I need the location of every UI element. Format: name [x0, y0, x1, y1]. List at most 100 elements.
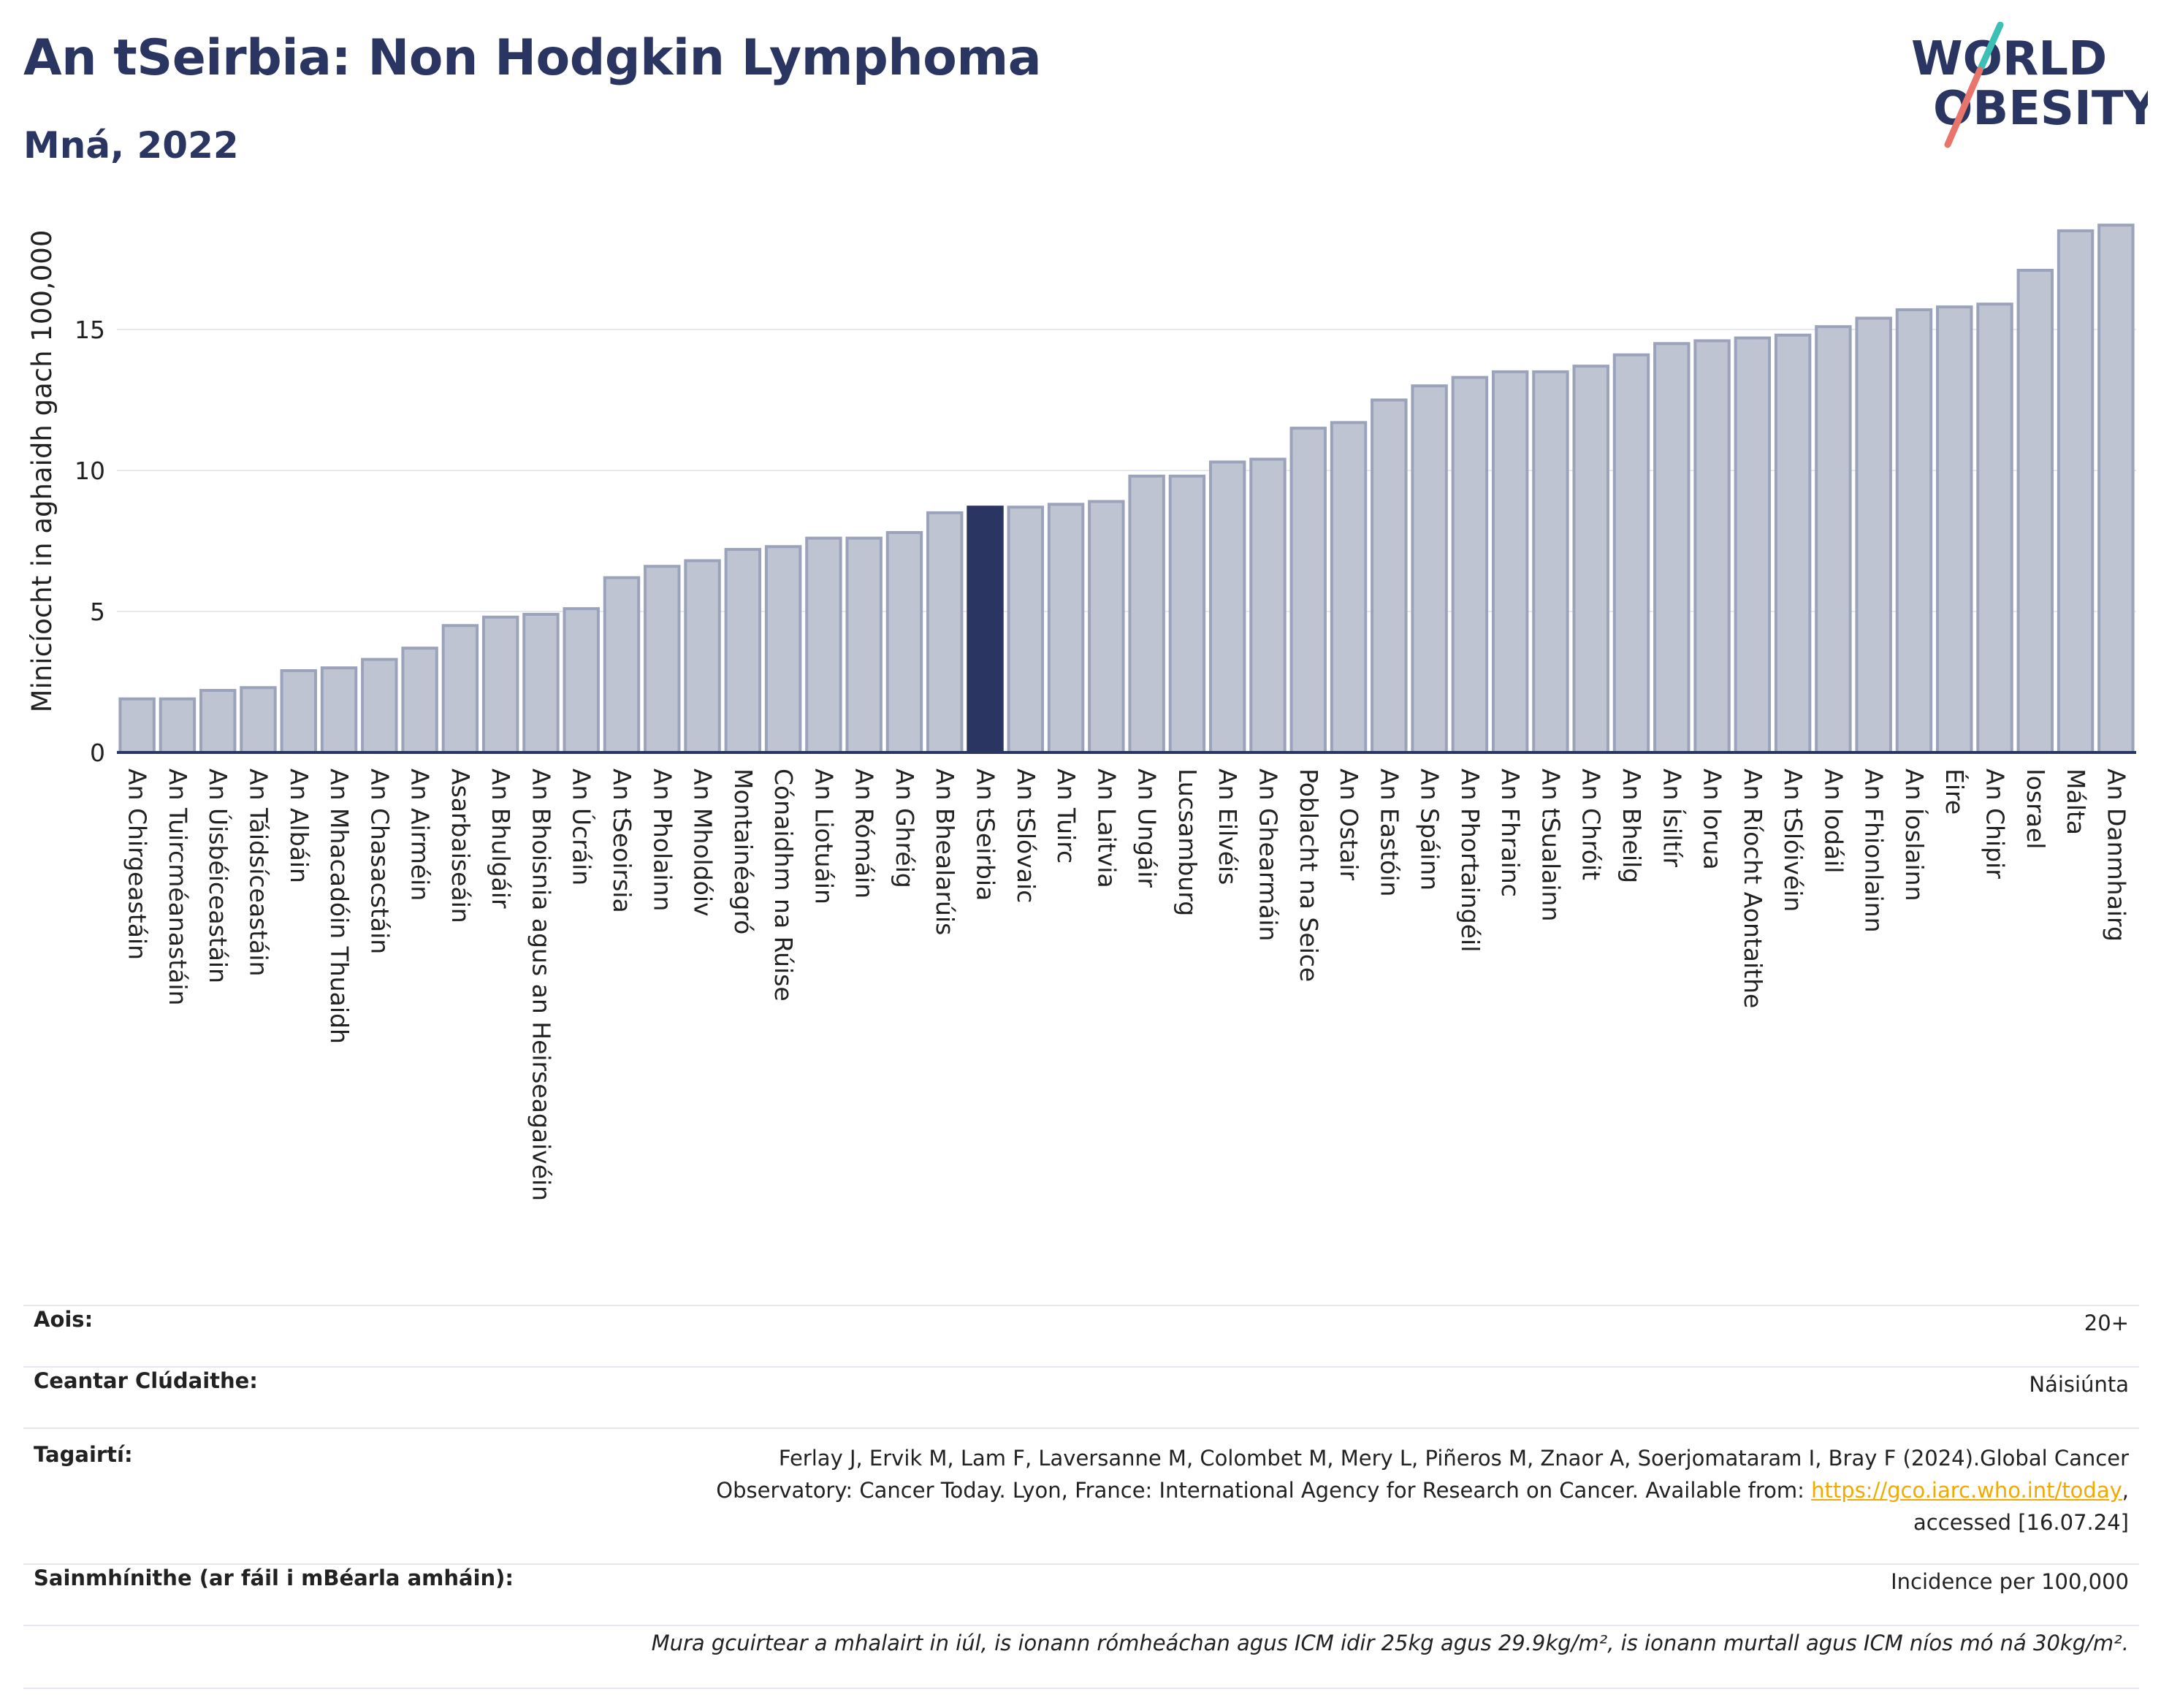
x-tick-label: An tSlóivéin: [1779, 769, 1807, 912]
bar-36: [1572, 365, 1609, 754]
y-tick-label: 5: [90, 598, 105, 626]
page-title: An tSeirbia: Non Hodgkin Lymphoma: [23, 29, 1042, 87]
bar-12: [603, 576, 641, 754]
bars-layer: [118, 224, 2135, 755]
bar-15: [724, 548, 762, 755]
x-tick-label: Iosrael: [2021, 769, 2050, 849]
x-tick-label: An Chirgeastáin: [123, 769, 152, 960]
bar-8: [441, 624, 479, 754]
x-tick-label: Éire: [1940, 769, 1970, 815]
x-tick-label: An Rómáin: [850, 769, 879, 899]
references-value: Ferlay J, Ervik M, Lam F, Laversanne M, …: [548, 1428, 2139, 1565]
bar-33: [1451, 375, 1489, 754]
bar-4: [280, 669, 317, 754]
references-comma: ,: [2122, 1478, 2129, 1503]
bar-9: [481, 615, 519, 754]
x-tick-label: Asarbaiseáin: [446, 769, 475, 923]
info-row-definitions: Sainmhínithe (ar fáil i mBéarla amháin):…: [23, 1564, 2139, 1626]
world-obesity-logo: WORLD OBESITY: [1911, 22, 2148, 148]
info-row-references: Tagairtí: Ferlay J, Ervik M, Lam F, Lave…: [23, 1428, 2139, 1565]
bar-49: [2097, 224, 2135, 754]
x-tick-label: An Íoslainn: [1900, 769, 1929, 901]
bar-2: [199, 689, 237, 755]
x-tick-label: An Ísiltír: [1658, 769, 1687, 867]
x-tick-label: An Chasacstáin: [365, 769, 394, 954]
bar-7: [401, 647, 438, 754]
x-tick-label: An Ghearmáin: [1254, 769, 1282, 941]
x-tick-label: An Pholainn: [648, 769, 676, 911]
bar-21: [967, 506, 1004, 754]
bar-1: [159, 697, 197, 754]
x-tick-label: An Úisbéiceastáin: [204, 769, 233, 983]
bar-31: [1371, 398, 1408, 754]
x-tick-label: An tSualainn: [1536, 769, 1565, 921]
bar-34: [1491, 370, 1529, 754]
x-tick-label: An Mhacadóin Thuaidh: [325, 769, 354, 1044]
info-row-age: Aois: 20+: [23, 1305, 2139, 1368]
x-tick-label: Cónaidhm na Rúise: [769, 769, 798, 1002]
labels-layer: 0 5 10 15 An Chirgeastáin An Tuircméanastáin A…: [75, 316, 2130, 1201]
bar-40: [1734, 336, 1772, 754]
bar-13: [644, 565, 681, 754]
logo-slash-red: [1944, 66, 1983, 148]
bar-19: [885, 530, 923, 754]
bar-22: [1007, 506, 1045, 754]
bar-17: [805, 536, 842, 754]
bar-48: [2057, 229, 2095, 754]
logo-slash-teal: [1978, 22, 2004, 71]
bar-35: [1532, 370, 1569, 754]
bar-6: [361, 657, 398, 754]
bar-41: [1774, 333, 1812, 755]
references-link[interactable]: https://gco.iarc.who.int/today: [1811, 1478, 2122, 1503]
references-line-1: Ferlay J, Ervik M, Lam F, Laversanne M, …: [778, 1446, 2129, 1471]
bar-28: [1249, 457, 1287, 754]
bar-30: [1330, 421, 1368, 754]
bar-43: [1855, 316, 1892, 754]
logo-word-world: WORLD: [1911, 32, 2107, 86]
x-tick-label: An Eastóin: [1375, 769, 1403, 896]
x-tick-label: An Mholdóiv: [689, 769, 717, 917]
y-tick-label: 10: [75, 457, 105, 485]
x-tick-label: An Chróit: [1577, 769, 1606, 880]
definitions-value: Incidence per 100,000: [548, 1564, 2139, 1626]
info-row-note: Mura gcuirtear a mhalairt in iúl, is ion…: [23, 1625, 2139, 1689]
bar-24: [1088, 500, 1125, 755]
definitions-label: Sainmhínithe (ar fáil i mBéarla amháin):: [23, 1564, 549, 1626]
bar-18: [845, 536, 883, 754]
x-tick-label: An Bhealarúis: [931, 769, 959, 935]
x-tick-label: An Bhoisnia agus an Heirseagaivéin: [527, 769, 555, 1201]
bar-3: [240, 686, 277, 754]
footnote: Mura gcuirtear a mhalairt in iúl, is ion…: [548, 1625, 2139, 1689]
y-tick-label: 15: [75, 316, 105, 344]
area-value: Náisiúnta: [548, 1367, 2139, 1429]
bar-42: [1815, 325, 1852, 754]
bar-46: [1976, 302, 2013, 754]
info-row-area: Ceantar Clúdaithe: Náisiúnta: [23, 1367, 2139, 1429]
bar-47: [2016, 268, 2054, 754]
x-tick-label: An Ostair: [1335, 769, 1363, 880]
area-label: Ceantar Clúdaithe:: [23, 1367, 549, 1429]
x-tick-label: An Fhrainc: [1496, 769, 1525, 897]
x-tick-label: An Spáinn: [1416, 769, 1444, 891]
x-tick-label: An Bhulgáir: [487, 769, 515, 909]
bar-39: [1693, 339, 1731, 754]
y-tick-label: 0: [90, 739, 105, 767]
bar-32: [1411, 384, 1448, 754]
x-tick-label: An Ghréig: [891, 769, 919, 888]
x-tick-label: An Táidsíceastáin: [244, 769, 272, 976]
x-tick-label: An Ungáir: [1133, 769, 1162, 888]
note-label-empty: [23, 1625, 549, 1689]
bar-37: [1612, 353, 1650, 754]
x-tick-label: An Iodáil: [1819, 769, 1848, 873]
bar-26: [1168, 474, 1206, 754]
bar-29: [1289, 427, 1327, 754]
x-tick-label: An Chipir: [1981, 769, 2010, 879]
references-line-3: accessed [16.07.24]: [1913, 1510, 2129, 1535]
bar-16: [764, 545, 802, 754]
bar-27: [1208, 460, 1246, 754]
references-label: Tagairtí:: [23, 1428, 549, 1565]
x-tick-label: An tSeoirsia: [608, 769, 636, 913]
bar-23: [1047, 503, 1085, 754]
x-tick-label: An Laitvia: [1092, 769, 1121, 888]
x-tick-label: An Iorua: [1699, 769, 1727, 870]
